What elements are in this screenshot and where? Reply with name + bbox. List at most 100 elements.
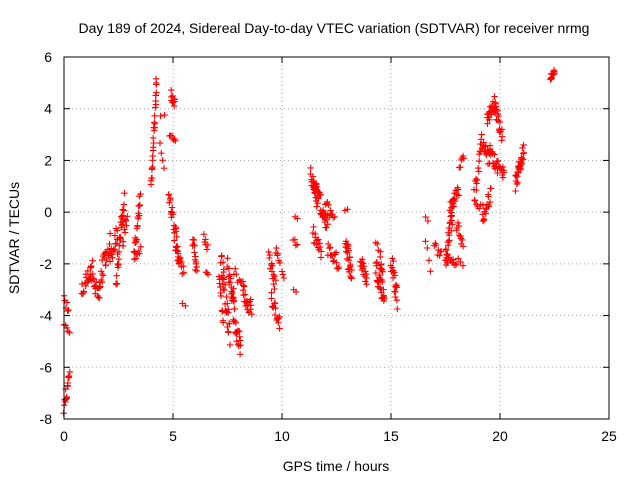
data-point bbox=[150, 139, 157, 147]
data-point bbox=[178, 258, 185, 266]
data-point bbox=[448, 209, 455, 216]
data-point bbox=[316, 243, 324, 251]
data-point bbox=[459, 243, 467, 250]
data-point bbox=[219, 259, 227, 266]
data-point bbox=[317, 254, 325, 261]
data-point bbox=[475, 168, 482, 175]
data-point bbox=[324, 198, 331, 206]
data-point bbox=[484, 120, 491, 127]
data-point bbox=[120, 238, 127, 245]
data-point bbox=[159, 157, 166, 164]
data-point bbox=[220, 268, 227, 276]
data-point bbox=[172, 247, 179, 254]
data-point bbox=[153, 89, 160, 96]
data-point bbox=[344, 206, 351, 213]
data-point bbox=[436, 252, 443, 259]
data-point bbox=[190, 236, 198, 244]
data-point bbox=[152, 101, 160, 108]
data-point bbox=[376, 284, 384, 291]
data-point bbox=[455, 255, 462, 262]
data-point bbox=[358, 259, 365, 266]
data-point bbox=[330, 258, 337, 265]
data-point bbox=[327, 244, 334, 251]
data-point bbox=[512, 187, 519, 195]
data-point bbox=[180, 269, 187, 276]
data-point bbox=[455, 192, 463, 199]
data-point bbox=[379, 268, 386, 275]
data-point bbox=[438, 248, 445, 255]
data-point bbox=[226, 320, 233, 327]
data-point bbox=[112, 240, 120, 248]
data-point bbox=[180, 262, 187, 270]
data-point bbox=[326, 245, 333, 252]
data-point bbox=[335, 263, 343, 271]
data-point bbox=[274, 250, 281, 257]
data-point bbox=[273, 244, 280, 252]
data-point bbox=[445, 238, 452, 246]
data-point bbox=[520, 141, 527, 149]
data-point bbox=[494, 157, 502, 165]
data-point bbox=[203, 246, 211, 253]
data-point bbox=[477, 140, 484, 148]
data-point bbox=[491, 93, 498, 100]
data-point bbox=[177, 254, 184, 261]
data-point bbox=[63, 393, 70, 401]
data-point bbox=[422, 213, 429, 221]
data-point bbox=[313, 183, 320, 190]
data-point bbox=[424, 244, 431, 252]
data-point bbox=[325, 201, 332, 209]
data-point bbox=[335, 265, 342, 272]
data-point bbox=[457, 235, 465, 242]
data-point bbox=[224, 300, 231, 307]
data-point bbox=[64, 307, 71, 315]
data-point bbox=[482, 143, 489, 150]
data-point bbox=[227, 275, 234, 282]
data-point bbox=[500, 169, 508, 176]
data-point bbox=[317, 191, 324, 198]
data-point bbox=[248, 311, 255, 318]
data-point bbox=[174, 243, 181, 250]
data-point bbox=[229, 295, 236, 302]
data-point bbox=[109, 254, 116, 261]
data-point bbox=[233, 338, 240, 345]
data-point bbox=[171, 98, 178, 105]
data-point bbox=[106, 240, 113, 248]
x-tick-label: 20 bbox=[492, 428, 508, 444]
data-point bbox=[120, 201, 128, 208]
x-tick-label: 10 bbox=[274, 428, 290, 444]
data-point bbox=[446, 237, 453, 244]
data-point bbox=[123, 222, 130, 229]
y-tick-label: 6 bbox=[44, 49, 52, 65]
data-point bbox=[363, 274, 370, 282]
data-point bbox=[114, 280, 121, 287]
plot-frame bbox=[63, 56, 610, 420]
data-point bbox=[449, 221, 456, 228]
data-point bbox=[220, 319, 227, 326]
data-point bbox=[486, 201, 493, 209]
data-point bbox=[487, 185, 495, 192]
data-point bbox=[232, 265, 239, 272]
data-point bbox=[89, 257, 96, 264]
data-point bbox=[291, 236, 298, 243]
y-tick-label: 4 bbox=[44, 101, 52, 117]
data-point bbox=[394, 305, 401, 313]
data-point bbox=[270, 280, 277, 288]
data-point bbox=[292, 288, 300, 296]
data-point bbox=[520, 150, 527, 157]
data-point bbox=[151, 112, 158, 119]
data-point bbox=[103, 256, 110, 264]
data-point bbox=[119, 212, 126, 219]
data-point bbox=[241, 291, 249, 298]
data-point bbox=[225, 265, 232, 272]
data-point bbox=[121, 229, 129, 236]
data-point bbox=[475, 164, 482, 172]
data-point bbox=[165, 191, 173, 198]
data-point bbox=[168, 214, 175, 221]
data-point bbox=[160, 165, 168, 172]
data-point bbox=[150, 147, 157, 154]
data-point bbox=[333, 259, 340, 266]
data-point bbox=[247, 302, 254, 309]
data-point bbox=[191, 249, 198, 256]
data-point bbox=[363, 281, 370, 288]
